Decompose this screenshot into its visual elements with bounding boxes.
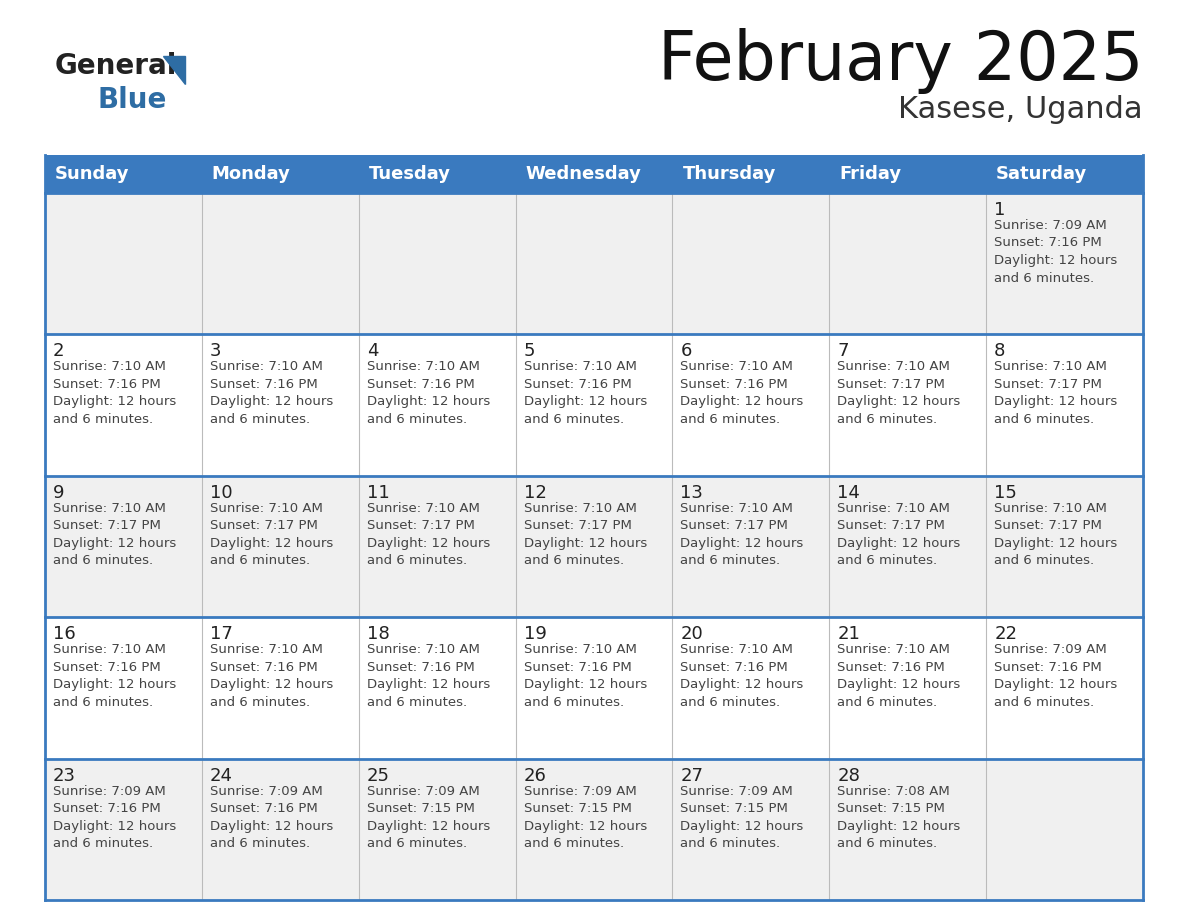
Bar: [516, 155, 672, 193]
Text: 1: 1: [994, 201, 1005, 219]
Text: Sunrise: 7:10 AM
Sunset: 7:17 PM
Daylight: 12 hours
and 6 minutes.: Sunrise: 7:10 AM Sunset: 7:17 PM Dayligh…: [53, 502, 176, 567]
Text: 14: 14: [838, 484, 860, 502]
Text: 22: 22: [994, 625, 1017, 644]
Bar: [45, 617, 1143, 758]
Text: Sunrise: 7:09 AM
Sunset: 7:16 PM
Daylight: 12 hours
and 6 minutes.: Sunrise: 7:09 AM Sunset: 7:16 PM Dayligh…: [994, 219, 1118, 285]
Text: Sunrise: 7:10 AM
Sunset: 7:16 PM
Daylight: 12 hours
and 6 minutes.: Sunrise: 7:10 AM Sunset: 7:16 PM Dayligh…: [367, 361, 489, 426]
Text: Sunrise: 7:10 AM
Sunset: 7:17 PM
Daylight: 12 hours
and 6 minutes.: Sunrise: 7:10 AM Sunset: 7:17 PM Dayligh…: [994, 502, 1118, 567]
Text: Sunrise: 7:10 AM
Sunset: 7:16 PM
Daylight: 12 hours
and 6 minutes.: Sunrise: 7:10 AM Sunset: 7:16 PM Dayligh…: [524, 361, 646, 426]
Text: Sunrise: 7:10 AM
Sunset: 7:16 PM
Daylight: 12 hours
and 6 minutes.: Sunrise: 7:10 AM Sunset: 7:16 PM Dayligh…: [367, 644, 489, 709]
Text: 23: 23: [53, 767, 76, 785]
Text: Sunrise: 7:10 AM
Sunset: 7:16 PM
Daylight: 12 hours
and 6 minutes.: Sunrise: 7:10 AM Sunset: 7:16 PM Dayligh…: [210, 644, 333, 709]
Text: 3: 3: [210, 342, 221, 361]
Text: 27: 27: [681, 767, 703, 785]
Bar: [45, 155, 202, 193]
Text: Sunrise: 7:10 AM
Sunset: 7:16 PM
Daylight: 12 hours
and 6 minutes.: Sunrise: 7:10 AM Sunset: 7:16 PM Dayligh…: [838, 644, 961, 709]
Text: Sunrise: 7:10 AM
Sunset: 7:16 PM
Daylight: 12 hours
and 6 minutes.: Sunrise: 7:10 AM Sunset: 7:16 PM Dayligh…: [524, 644, 646, 709]
Text: Sunday: Sunday: [55, 165, 129, 183]
Text: 25: 25: [367, 767, 390, 785]
Text: Tuesday: Tuesday: [368, 165, 450, 183]
Bar: [202, 155, 359, 193]
Text: 18: 18: [367, 625, 390, 644]
Text: 6: 6: [681, 342, 691, 361]
Bar: [45, 193, 1143, 334]
Text: 17: 17: [210, 625, 233, 644]
Text: Sunrise: 7:10 AM
Sunset: 7:16 PM
Daylight: 12 hours
and 6 minutes.: Sunrise: 7:10 AM Sunset: 7:16 PM Dayligh…: [53, 644, 176, 709]
Text: Friday: Friday: [839, 165, 902, 183]
Text: 12: 12: [524, 484, 546, 502]
Bar: [829, 155, 986, 193]
Text: Sunrise: 7:09 AM
Sunset: 7:15 PM
Daylight: 12 hours
and 6 minutes.: Sunrise: 7:09 AM Sunset: 7:15 PM Dayligh…: [681, 785, 803, 850]
Text: Saturday: Saturday: [997, 165, 1087, 183]
Text: General: General: [55, 52, 177, 80]
Bar: [359, 155, 516, 193]
Text: 11: 11: [367, 484, 390, 502]
Text: Sunrise: 7:10 AM
Sunset: 7:17 PM
Daylight: 12 hours
and 6 minutes.: Sunrise: 7:10 AM Sunset: 7:17 PM Dayligh…: [994, 361, 1118, 426]
Text: Sunrise: 7:10 AM
Sunset: 7:16 PM
Daylight: 12 hours
and 6 minutes.: Sunrise: 7:10 AM Sunset: 7:16 PM Dayligh…: [210, 361, 333, 426]
Text: 20: 20: [681, 625, 703, 644]
Text: Thursday: Thursday: [682, 165, 776, 183]
Text: 26: 26: [524, 767, 546, 785]
Bar: [45, 334, 1143, 476]
Text: Sunrise: 7:09 AM
Sunset: 7:16 PM
Daylight: 12 hours
and 6 minutes.: Sunrise: 7:09 AM Sunset: 7:16 PM Dayligh…: [210, 785, 333, 850]
Text: 16: 16: [53, 625, 76, 644]
Text: 19: 19: [524, 625, 546, 644]
Text: Blue: Blue: [97, 86, 166, 114]
Bar: [986, 155, 1143, 193]
Text: 5: 5: [524, 342, 535, 361]
Text: Sunrise: 7:09 AM
Sunset: 7:16 PM
Daylight: 12 hours
and 6 minutes.: Sunrise: 7:09 AM Sunset: 7:16 PM Dayligh…: [994, 644, 1118, 709]
Text: Sunrise: 7:10 AM
Sunset: 7:17 PM
Daylight: 12 hours
and 6 minutes.: Sunrise: 7:10 AM Sunset: 7:17 PM Dayligh…: [838, 361, 961, 426]
Text: 13: 13: [681, 484, 703, 502]
Text: Sunrise: 7:10 AM
Sunset: 7:16 PM
Daylight: 12 hours
and 6 minutes.: Sunrise: 7:10 AM Sunset: 7:16 PM Dayligh…: [53, 361, 176, 426]
Text: 21: 21: [838, 625, 860, 644]
Text: 7: 7: [838, 342, 848, 361]
Text: Sunrise: 7:10 AM
Sunset: 7:17 PM
Daylight: 12 hours
and 6 minutes.: Sunrise: 7:10 AM Sunset: 7:17 PM Dayligh…: [367, 502, 489, 567]
Text: 4: 4: [367, 342, 378, 361]
Bar: [45, 758, 1143, 900]
Text: Sunrise: 7:10 AM
Sunset: 7:17 PM
Daylight: 12 hours
and 6 minutes.: Sunrise: 7:10 AM Sunset: 7:17 PM Dayligh…: [524, 502, 646, 567]
Text: Sunrise: 7:09 AM
Sunset: 7:15 PM
Daylight: 12 hours
and 6 minutes.: Sunrise: 7:09 AM Sunset: 7:15 PM Dayligh…: [367, 785, 489, 850]
Text: Sunrise: 7:09 AM
Sunset: 7:16 PM
Daylight: 12 hours
and 6 minutes.: Sunrise: 7:09 AM Sunset: 7:16 PM Dayligh…: [53, 785, 176, 850]
Text: Monday: Monday: [211, 165, 291, 183]
Text: Sunrise: 7:10 AM
Sunset: 7:16 PM
Daylight: 12 hours
and 6 minutes.: Sunrise: 7:10 AM Sunset: 7:16 PM Dayligh…: [681, 361, 803, 426]
Text: 2: 2: [53, 342, 64, 361]
Text: Sunrise: 7:10 AM
Sunset: 7:17 PM
Daylight: 12 hours
and 6 minutes.: Sunrise: 7:10 AM Sunset: 7:17 PM Dayligh…: [838, 502, 961, 567]
Text: Sunrise: 7:10 AM
Sunset: 7:16 PM
Daylight: 12 hours
and 6 minutes.: Sunrise: 7:10 AM Sunset: 7:16 PM Dayligh…: [681, 644, 803, 709]
Text: Sunrise: 7:10 AM
Sunset: 7:17 PM
Daylight: 12 hours
and 6 minutes.: Sunrise: 7:10 AM Sunset: 7:17 PM Dayligh…: [210, 502, 333, 567]
Text: 15: 15: [994, 484, 1017, 502]
Text: Sunrise: 7:09 AM
Sunset: 7:15 PM
Daylight: 12 hours
and 6 minutes.: Sunrise: 7:09 AM Sunset: 7:15 PM Dayligh…: [524, 785, 646, 850]
Text: Sunrise: 7:08 AM
Sunset: 7:15 PM
Daylight: 12 hours
and 6 minutes.: Sunrise: 7:08 AM Sunset: 7:15 PM Dayligh…: [838, 785, 961, 850]
Bar: [672, 155, 829, 193]
Text: 8: 8: [994, 342, 1005, 361]
Text: 10: 10: [210, 484, 233, 502]
Text: Sunrise: 7:10 AM
Sunset: 7:17 PM
Daylight: 12 hours
and 6 minutes.: Sunrise: 7:10 AM Sunset: 7:17 PM Dayligh…: [681, 502, 803, 567]
Text: Wednesday: Wednesday: [525, 165, 642, 183]
Text: February 2025: February 2025: [657, 28, 1143, 94]
Text: 9: 9: [53, 484, 64, 502]
Polygon shape: [163, 56, 185, 84]
Text: 24: 24: [210, 767, 233, 785]
Bar: [45, 476, 1143, 617]
Text: 28: 28: [838, 767, 860, 785]
Text: Kasese, Uganda: Kasese, Uganda: [898, 95, 1143, 124]
